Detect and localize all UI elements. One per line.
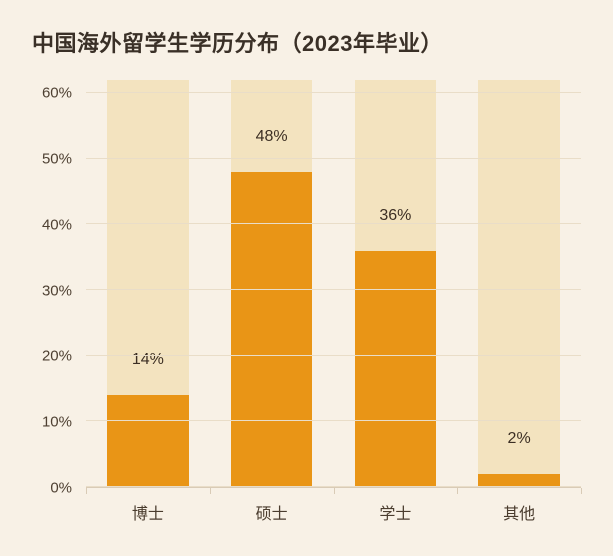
bar-slot: 36% [334,80,458,487]
y-tick-label: 30% [42,282,72,299]
y-tick-label: 0% [50,480,72,497]
x-axis: 博士硕士学士其他 [86,494,581,524]
x-tick-mark [581,488,582,494]
bar [355,251,437,487]
bar-slot: 2% [457,80,581,487]
bar-slot: 14% [86,80,210,487]
gridline [86,158,581,159]
y-axis: 0% 10% 20% 30% 40% 50% 60% [30,76,78,524]
y-tick-label: 50% [42,150,72,167]
x-tick-label: 博士 [86,494,210,524]
bar-value-label: 2% [478,430,560,452]
x-tick-mark [210,488,211,494]
plot-region: 14% 48% 36% 2% [86,80,581,488]
bar-slot: 48% [210,80,334,487]
x-tick-mark [334,488,335,494]
bar-value-label: 48% [231,128,313,150]
gridline [86,289,581,290]
chart-area: 0% 10% 20% 30% 40% 50% 60% 14% 48% 36% 2% 博士硕士学士其… [30,76,585,524]
bar [231,172,313,487]
bar [107,395,189,487]
bars-group: 14% 48% 36% 2% [86,80,581,487]
gridline [86,486,581,487]
gridline [86,223,581,224]
y-tick-label: 20% [42,348,72,365]
x-tick-label: 其他 [457,494,581,524]
x-tick-label: 学士 [334,494,458,524]
bar-background [478,80,560,487]
x-tick-label: 硕士 [210,494,334,524]
y-tick-label: 60% [42,85,72,102]
bar-value-label: 36% [355,207,437,229]
chart-title: 中国海外留学生学历分布（2023年毕业） [32,26,585,58]
chart-container: 中国海外留学生学历分布（2023年毕业） 0% 10% 20% 30% 40% 50% 60… [0,0,613,556]
x-tick-mark [86,488,87,494]
y-tick-label: 10% [42,414,72,431]
gridline [86,92,581,93]
y-tick-label: 40% [42,216,72,233]
gridline [86,420,581,421]
x-tick-mark [457,488,458,494]
gridline [86,355,581,356]
